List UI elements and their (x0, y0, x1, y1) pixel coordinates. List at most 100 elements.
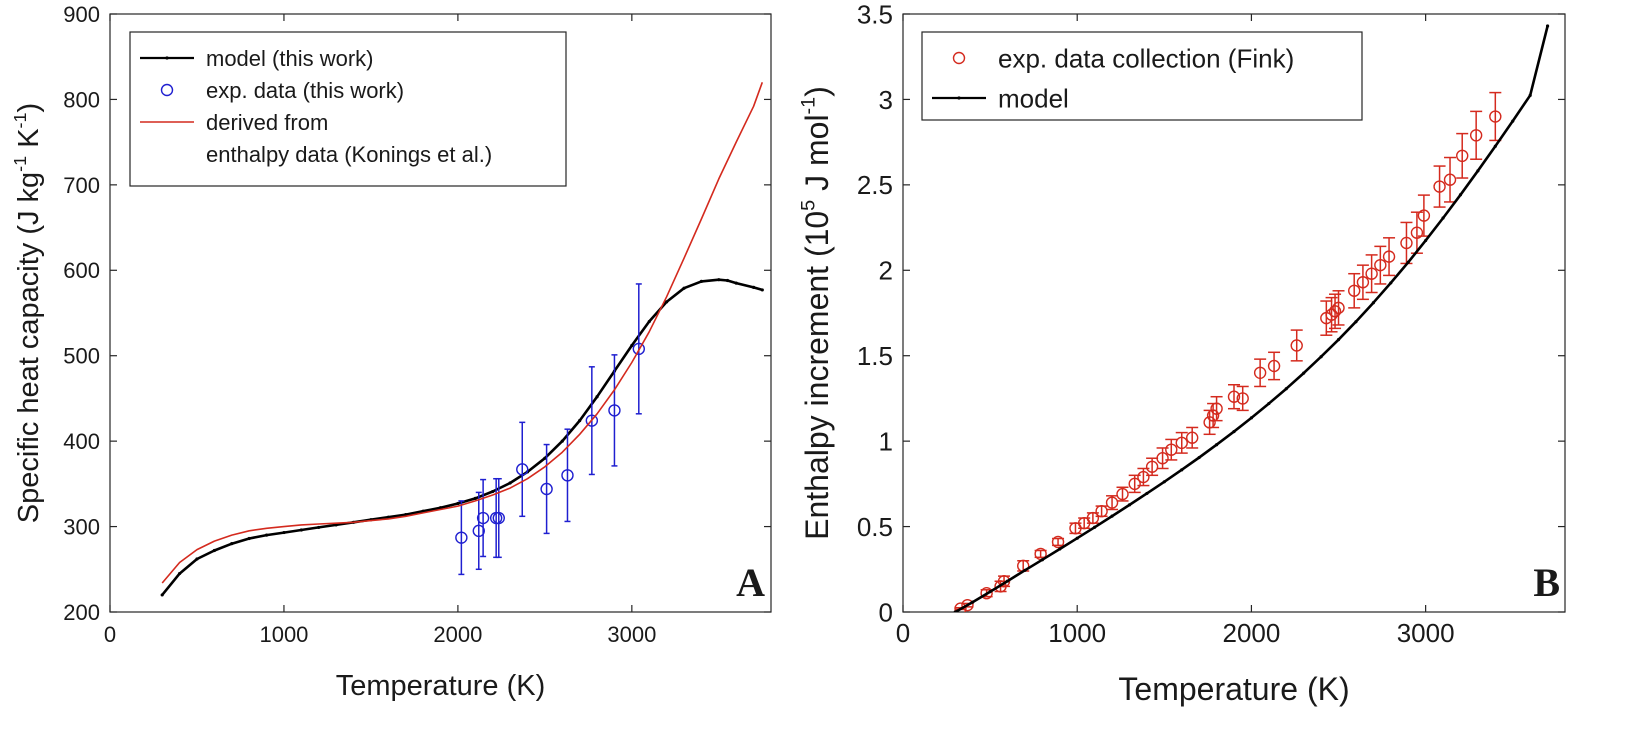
series-point (578, 419, 582, 423)
data-point-marker (632, 342, 645, 356)
y-tick-label: 3.5 (857, 0, 893, 29)
y-axis-label-superscript: -1 (10, 156, 30, 172)
legend-box (921, 31, 1363, 121)
x-tick-label: 3000 (1397, 618, 1455, 648)
x-tick-label: 2000 (1222, 618, 1280, 648)
y-tick-label: 400 (63, 429, 100, 454)
data-point-marker (472, 524, 485, 538)
x-tick-label: 0 (104, 622, 116, 647)
series-point (491, 489, 495, 494)
y-tick-label: 900 (63, 2, 100, 27)
series-point (1528, 93, 1532, 97)
data-point-marker (1128, 477, 1141, 491)
series-point (160, 593, 164, 597)
series-point (717, 278, 721, 282)
data-point-marker (1410, 226, 1424, 239)
series-line (161, 278, 763, 596)
data-point-marker (1382, 250, 1396, 263)
series-point (752, 285, 756, 289)
data-point-marker (1137, 470, 1150, 484)
data-point-marker (516, 463, 529, 476)
series-point (177, 571, 182, 576)
legend-label: model (this work) (206, 46, 373, 71)
series-point (508, 481, 512, 485)
data-point-marker (1433, 180, 1446, 193)
series-point (1545, 24, 1550, 28)
data-point-marker (1236, 392, 1249, 405)
series-point (725, 278, 730, 283)
series-point (1162, 480, 1166, 484)
data-point-marker (1165, 443, 1178, 456)
y-tick-label: 800 (63, 87, 100, 112)
series-point (647, 319, 651, 324)
series-point (1493, 144, 1497, 148)
y-axis-label-part: ) (799, 86, 835, 97)
series-point (456, 501, 460, 506)
series-point (1093, 525, 1097, 529)
plot-area-frame (902, 13, 1566, 613)
legend-label: exp. data (this work) (206, 78, 404, 103)
series-point (1249, 416, 1254, 420)
x-tick-label: 3000 (607, 622, 656, 647)
data-point-marker (1086, 511, 1100, 525)
chart-panel-b: 0 1000 2000 3000 0 0.5 1 1.5 2 2.5 3 3.5 Temperature… (798, 0, 1566, 707)
data-point-marker (961, 598, 974, 612)
y-tick-label: 0.5 (857, 512, 893, 542)
series-point (1389, 281, 1393, 285)
series-point (230, 542, 234, 546)
series-point (282, 530, 286, 535)
series-point (953, 610, 957, 612)
series-point (1040, 558, 1044, 562)
legend-marker (952, 51, 966, 65)
x-tick-label: 1000 (1048, 618, 1106, 648)
panel-letter: B (1533, 560, 1560, 605)
series-point (595, 395, 599, 399)
series-point (247, 536, 251, 541)
y-axis-label-part: Specific heat capacity (J kg (13, 172, 45, 523)
series-point (560, 439, 564, 443)
y-tick-label: 2 (879, 256, 893, 286)
series-point (1511, 119, 1515, 123)
series-point (1197, 455, 1201, 460)
series-line (161, 82, 764, 584)
series-point (1075, 536, 1079, 540)
series-point (699, 279, 704, 283)
data-point-marker (1185, 431, 1199, 444)
data-point-marker (1116, 487, 1129, 501)
series-point (1424, 238, 1428, 243)
data-point-marker (1469, 129, 1483, 142)
y-tick-label: 500 (63, 344, 100, 369)
series-point (212, 548, 216, 553)
series-point (1005, 579, 1010, 583)
series-point (1476, 169, 1480, 173)
series-point (264, 533, 269, 537)
y-axis-label-superscript: -1 (10, 112, 30, 128)
data-point-marker (1443, 173, 1457, 186)
series-point (1214, 443, 1219, 447)
data-point-marker (1227, 390, 1241, 403)
series-point (317, 525, 321, 530)
legend: exp. data collection (Fink) model (921, 31, 1363, 121)
series-point (1319, 355, 1323, 359)
series-point (1458, 193, 1463, 197)
plot-data-group (953, 24, 1550, 612)
y-axis-label: Specific heat capacity (J kg-1 K-1) (10, 103, 45, 523)
y-axis-label-part: Enthalpy increment (10 (799, 211, 835, 540)
data-point-marker (1365, 267, 1378, 280)
series-point (630, 343, 634, 348)
data-point-marker (476, 511, 490, 525)
series-point (1145, 491, 1149, 496)
y-tick-label: 3 (879, 85, 893, 115)
y-tick-label: 1.5 (857, 341, 893, 371)
data-point-marker (455, 531, 468, 544)
data-point-marker (561, 469, 574, 482)
plot-area-frame (109, 13, 772, 613)
series-point (473, 496, 477, 500)
x-tick-label: 1000 (259, 622, 308, 647)
legend-dot (165, 56, 169, 60)
data-point-marker (1332, 301, 1345, 315)
legend: model (this work) exp. data (this work) de… (129, 31, 567, 187)
legend-label: model (998, 83, 1069, 113)
y-axis-label-superscript: -1 (798, 97, 820, 115)
